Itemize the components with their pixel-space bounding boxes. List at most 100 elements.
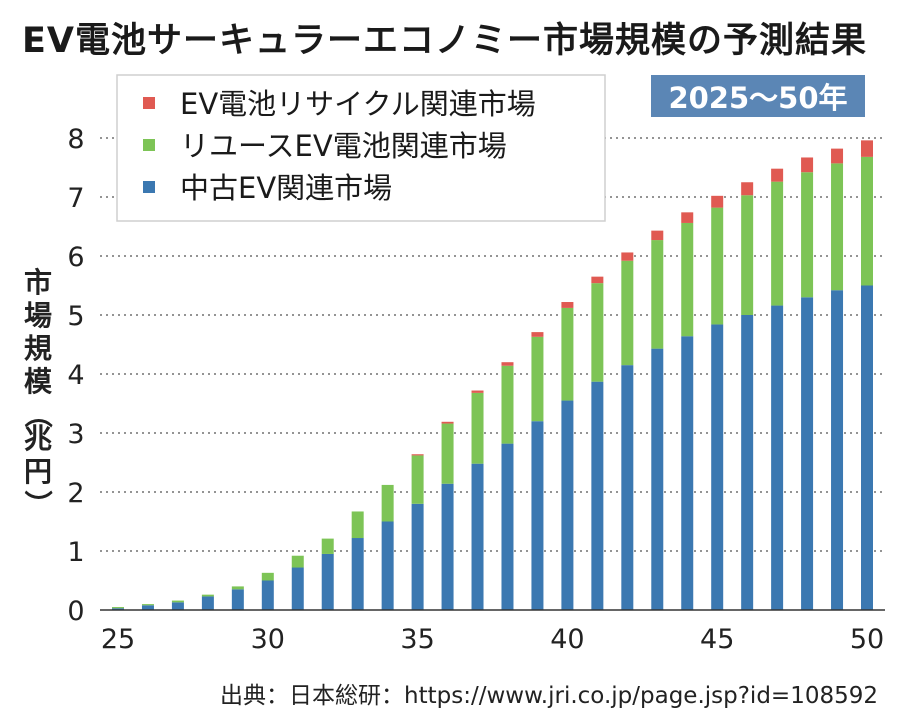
legend-swatch — [143, 97, 155, 109]
y-axis-label: 市場規模（兆円） — [21, 266, 54, 518]
bar-segment — [351, 538, 364, 610]
bar-segment — [621, 365, 634, 610]
bar-segment — [621, 252, 634, 261]
bar-segment — [291, 555, 304, 568]
bar-segment — [711, 207, 724, 325]
bar-segment — [831, 148, 844, 164]
bar-segment — [771, 181, 784, 306]
bar-segment — [471, 390, 484, 393]
bar-segment — [291, 567, 304, 610]
bar-segment — [411, 503, 424, 610]
bar-segment — [231, 586, 244, 590]
bar-segment — [112, 608, 124, 610]
bar-segment — [471, 463, 484, 610]
chart-title: EV電池サーキュラーエコノミー市場規模の予測結果 — [22, 21, 867, 61]
legend-swatch — [143, 139, 155, 151]
x-tick-label: 30 — [251, 624, 285, 655]
y-tick-label: 6 — [67, 242, 84, 273]
bar-segment — [711, 324, 724, 610]
y-tick-label: 4 — [67, 360, 84, 391]
bar-segment — [112, 607, 124, 609]
y-axis-label-char: 円 — [24, 455, 52, 488]
bar-segment — [171, 600, 184, 603]
bar-segment — [531, 421, 544, 610]
bars — [112, 140, 873, 610]
x-tick-label: 45 — [700, 624, 734, 655]
bar-segment — [531, 332, 544, 337]
y-tick-label: 2 — [67, 478, 84, 509]
bar-segment — [801, 297, 814, 610]
bar-segment — [501, 365, 514, 444]
legend-label: 中古EV関連市場 — [180, 171, 392, 205]
legend-swatch — [143, 181, 155, 193]
bar-segment — [531, 336, 544, 422]
bar-segment — [681, 336, 694, 610]
x-tick-label: 40 — [550, 624, 584, 655]
bar-segment — [831, 290, 844, 610]
x-tick-label: 25 — [101, 624, 135, 655]
bar-segment — [801, 172, 814, 298]
bar-segment — [561, 400, 574, 610]
y-tick-label: 0 — [67, 596, 84, 627]
bar-segment — [351, 511, 364, 539]
bar-segment — [441, 423, 454, 484]
y-axis-label-char: 規 — [24, 332, 52, 365]
y-tick-label: 3 — [67, 419, 84, 450]
bar-segment — [501, 362, 514, 366]
x-tick-label: 35 — [400, 624, 434, 655]
bar-segment — [141, 604, 154, 606]
bar-segment — [321, 553, 334, 610]
bar-segment — [201, 594, 214, 597]
bar-segment — [741, 195, 754, 315]
bar-segment — [411, 455, 424, 504]
y-tick-label: 1 — [67, 537, 84, 568]
bar-segment — [651, 348, 664, 610]
period-badge: 2025〜50年 — [651, 75, 865, 117]
bar-segment — [141, 605, 154, 610]
x-tick-label: 50 — [850, 624, 884, 655]
bar-segment — [681, 222, 694, 337]
bar-segment — [711, 195, 724, 208]
bar-segment — [441, 483, 454, 610]
y-tick-label: 8 — [67, 124, 84, 155]
y-axis-label-char: 市 — [24, 266, 52, 299]
y-axis-label-char: 兆 — [24, 422, 52, 455]
bar-segment — [771, 168, 784, 182]
bar-segment — [471, 392, 484, 464]
y-axis-label-char: ） — [21, 490, 54, 518]
y-axis-label-char: 模 — [24, 365, 53, 398]
bar-segment — [771, 305, 784, 610]
bar-segment — [831, 163, 844, 291]
bar-segment — [561, 307, 574, 401]
bar-segment — [231, 589, 244, 610]
bar-segment — [321, 538, 334, 554]
y-axis-label-char: 場 — [24, 299, 52, 332]
source-note: 出典：日本総研：https://www.jri.co.jp/page.jsp?i… — [220, 683, 878, 709]
grid-lines — [100, 137, 885, 552]
legend-label: EV電池リサイクル関連市場 — [180, 87, 536, 121]
bar-segment — [591, 276, 604, 284]
bar-segment — [591, 283, 604, 382]
bar-segment — [201, 596, 214, 610]
bar-segment — [381, 484, 394, 522]
bar-segment — [861, 140, 873, 157]
bar-segment — [801, 157, 814, 173]
bar-segment — [171, 602, 184, 610]
bar-segment — [411, 454, 424, 456]
bar-segment — [381, 521, 394, 610]
y-axis-label-char: （ — [21, 400, 54, 428]
bar-segment — [591, 381, 604, 610]
bar-segment — [501, 443, 514, 610]
bar-segment — [651, 240, 664, 349]
bar-segment — [261, 580, 274, 610]
bar-segment — [861, 156, 873, 286]
bar-segment — [741, 315, 754, 610]
bar-segment — [561, 302, 574, 308]
bar-segment — [621, 260, 634, 366]
bar-segment — [861, 285, 873, 610]
bar-segment — [741, 182, 754, 196]
y-tick-label: 7 — [67, 183, 84, 214]
